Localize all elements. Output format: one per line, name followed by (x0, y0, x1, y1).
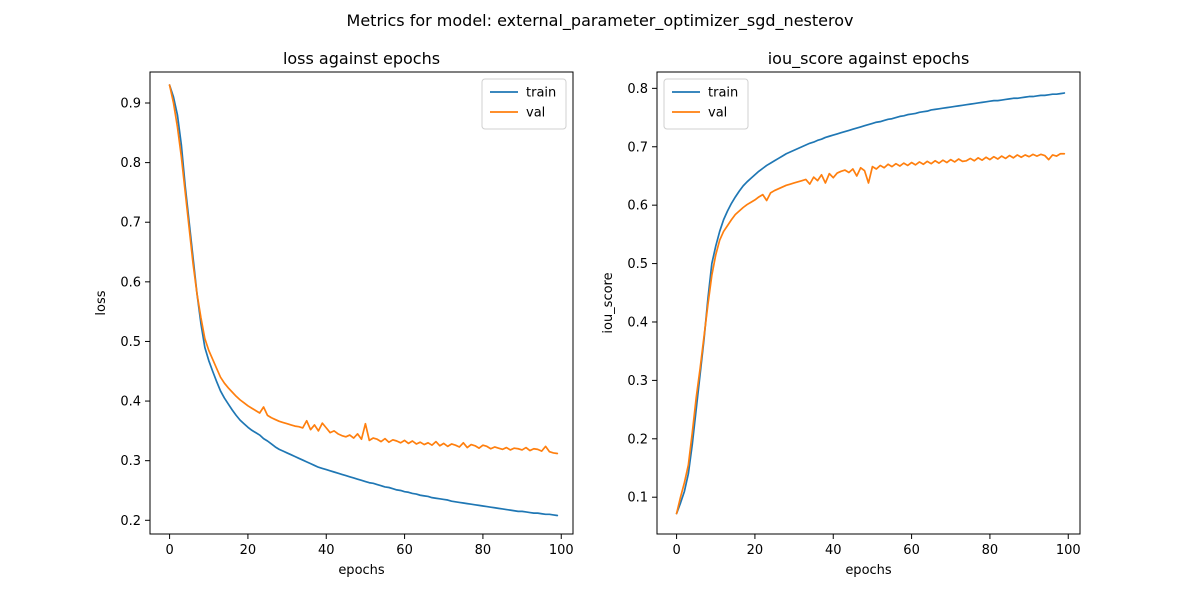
x-tick-label: 100 (549, 543, 574, 558)
chart-title: iou_score against epochs (768, 49, 970, 69)
y-tick-label: 0.2 (627, 432, 648, 447)
plot-area (657, 72, 1080, 534)
y-tick-label: 0.3 (627, 374, 648, 389)
series-line-train (168, 84, 559, 517)
x-tick-label: 0 (672, 543, 680, 558)
x-tick-label: 20 (747, 543, 764, 558)
x-tick-label: 100 (1056, 543, 1081, 558)
series-line-train (675, 92, 1066, 515)
series-line-val (675, 152, 1066, 515)
x-axis-label: epochs (338, 563, 385, 578)
chart-1: loss against epochs 0 20 40 60 80 100 0.2 0.3 0.4… (94, 49, 574, 578)
y-tick-label: 0.4 (627, 315, 648, 330)
axes-frame (656, 71, 1081, 535)
x-axis-label: epochs (845, 563, 892, 578)
figure-suptitle: Metrics for model: external_parameter_op… (347, 11, 854, 31)
x-tick-label: 0 (165, 543, 173, 558)
legend: train val (481, 78, 567, 130)
y-tick-label: 0.8 (120, 156, 141, 171)
charts-container: loss against epochs 0 20 40 60 80 100 0.2 0.3 0.4… (94, 49, 1081, 578)
y-tick-label: 0.4 (120, 395, 141, 410)
x-tick-label: 60 (903, 543, 920, 558)
x-tick-label: 40 (825, 543, 842, 558)
y-tick-label: 0.5 (120, 335, 141, 350)
y-tick-label: 0.3 (120, 454, 141, 469)
legend-label-train: train (526, 86, 556, 101)
x-tick-label: 60 (396, 543, 413, 558)
legend-label-train: train (708, 86, 738, 101)
y-tick-label: 0.5 (627, 257, 648, 272)
legend: train val (663, 78, 749, 130)
y-axis-label: loss (94, 290, 109, 315)
axes-frame (149, 71, 574, 535)
x-tick-label: 80 (475, 543, 492, 558)
chart-title: loss against epochs (283, 49, 440, 68)
legend-label-val: val (526, 106, 545, 121)
y-tick-label: 0.7 (627, 140, 648, 155)
plot-area (150, 72, 573, 534)
y-tick-label: 0.2 (120, 514, 141, 529)
y-tick-label: 0.1 (627, 491, 648, 506)
y-tick-label: 0.8 (627, 82, 648, 97)
y-tick-label: 0.6 (627, 199, 648, 214)
series-line-val (168, 84, 559, 455)
y-tick-label: 0.9 (120, 96, 141, 111)
chart-2: iou_score against epochs 0 20 40 60 80 100 0.1 0… (601, 49, 1081, 578)
x-tick-label: 20 (240, 543, 257, 558)
legend-label-val: val (708, 106, 727, 121)
x-tick-label: 40 (318, 543, 335, 558)
y-tick-label: 0.7 (120, 216, 141, 231)
y-axis-label: iou_score (601, 272, 616, 333)
x-tick-label: 80 (982, 543, 999, 558)
y-tick-label: 0.6 (120, 275, 141, 290)
